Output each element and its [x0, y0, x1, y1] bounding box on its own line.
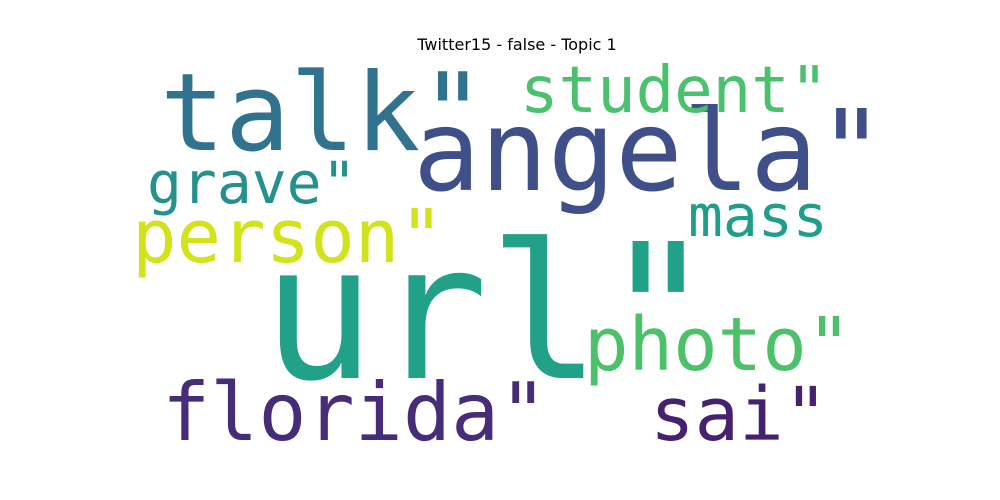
word-sai: sai" [650, 372, 828, 458]
word-florida: florida" [162, 366, 547, 459]
word-student: student" [520, 54, 828, 128]
word-mass: mass [688, 182, 828, 250]
word-talk: talk" [160, 51, 485, 176]
word-grave: grave" [147, 149, 357, 217]
word-url: url" [262, 204, 715, 423]
word-photo: photo" [584, 302, 851, 388]
word-person: person" [132, 194, 444, 280]
word-angela: angela" [413, 87, 885, 217]
chart-title: Twitter15 - false - Topic 1 [417, 35, 617, 54]
